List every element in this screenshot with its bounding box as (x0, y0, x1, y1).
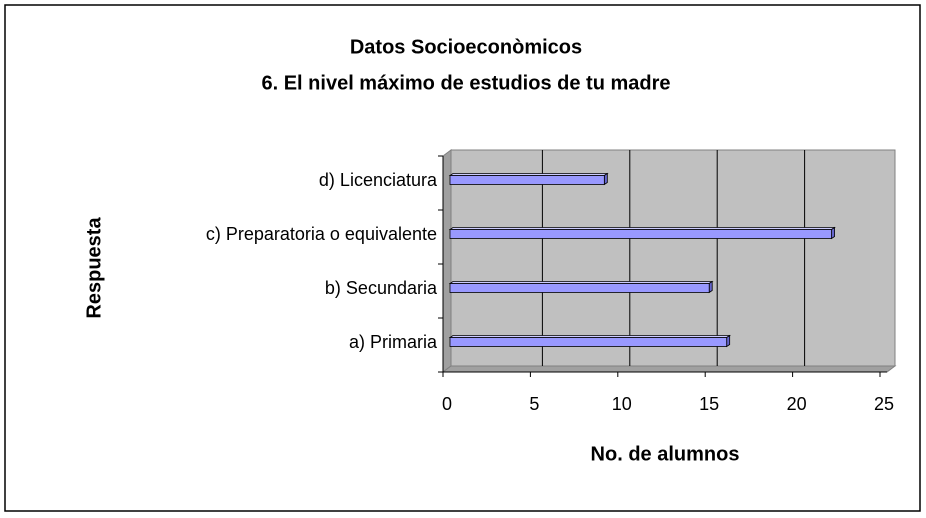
y-tick-label: d) Licenciatura (319, 170, 438, 190)
x-tick-label: 20 (787, 394, 807, 414)
x-axis-title: No. de alumnos (591, 443, 740, 465)
chart-title: Datos Socioeconòmicos (350, 36, 582, 58)
bar (449, 337, 728, 347)
bar-end (831, 226, 835, 240)
x-tick-label: 0 (442, 394, 452, 414)
bar (449, 175, 605, 185)
bar-end (726, 334, 731, 348)
bar (449, 283, 710, 293)
chart-subtitle: 6. El nivel máximo de estudios de tu mad… (261, 72, 670, 94)
x-tick-label: 15 (699, 394, 719, 414)
bar-end (603, 172, 608, 186)
x-tick-label: 25 (874, 394, 894, 414)
x-tick-label: 5 (529, 394, 539, 414)
y-tick-label: c) Preparatoria o equivalente (206, 224, 437, 244)
y-axis-title: Respuesta (83, 217, 105, 319)
bar-end (708, 280, 713, 294)
floor (441, 365, 897, 373)
bar (449, 229, 832, 239)
x-tick-label: 10 (612, 394, 632, 414)
y-tick-label: b) Secundaria (325, 278, 438, 298)
y-tick-label: a) Primaria (349, 332, 438, 352)
back-wall (450, 149, 896, 367)
